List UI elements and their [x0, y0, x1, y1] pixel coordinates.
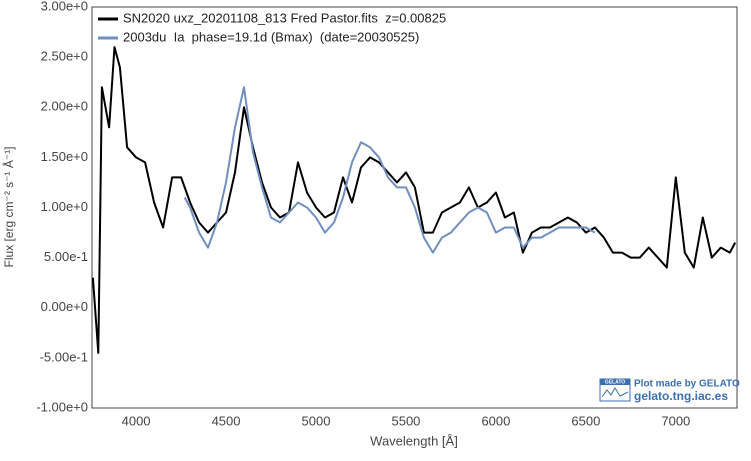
- y-tick-label: 5.00e-1: [44, 249, 88, 264]
- legend-label: SN2020 uxz_20201108_813 Fred Pastor.fits…: [123, 10, 446, 25]
- x-tick-label: 4000: [122, 413, 151, 428]
- watermark: GELATO Plot made by GELATO gelato.tng.ia…: [599, 378, 740, 403]
- logo-text: GELATO: [605, 379, 625, 385]
- x-tick-label: 6000: [481, 413, 510, 428]
- x-tick-label: 6500: [571, 413, 600, 428]
- watermark-line2: gelato.tng.iac.es: [634, 389, 728, 403]
- y-tick-label: 2.00e+0: [41, 99, 88, 114]
- y-tick-label: 1.00e+0: [41, 199, 88, 214]
- spectrum-line: [183, 86, 596, 254]
- watermark-line1: Plot made by GELATO: [634, 379, 740, 390]
- x-tick-label: 5500: [391, 413, 420, 428]
- y-tick-label: 2.50e+0: [41, 49, 88, 64]
- logo-band: [600, 379, 630, 385]
- x-tick-label: 5000: [302, 413, 331, 428]
- x-tick-label: 7000: [661, 413, 690, 428]
- y-axis-label: Flux [erg cm⁻² s⁻¹ Å⁻¹]: [1, 146, 16, 267]
- logo-graph: [601, 387, 629, 398]
- y-tick-label: -5.00e-1: [40, 349, 88, 364]
- legend-label: 2003du Ia phase=19.1d (Bmax) (date=20030…: [123, 29, 419, 44]
- x-tick-label: 4500: [212, 413, 241, 428]
- spectrum-line: [92, 46, 737, 354]
- y-tick-label: -1.00e+0: [36, 399, 88, 414]
- y-tick-label: 0.00e+0: [41, 299, 88, 314]
- y-tick-label: 3.00e+0: [41, 0, 88, 13]
- x-axis-label: Wavelength [Å]: [370, 433, 458, 448]
- plot-frame: [91, 6, 738, 409]
- y-tick-label: 1.50e+0: [41, 149, 88, 164]
